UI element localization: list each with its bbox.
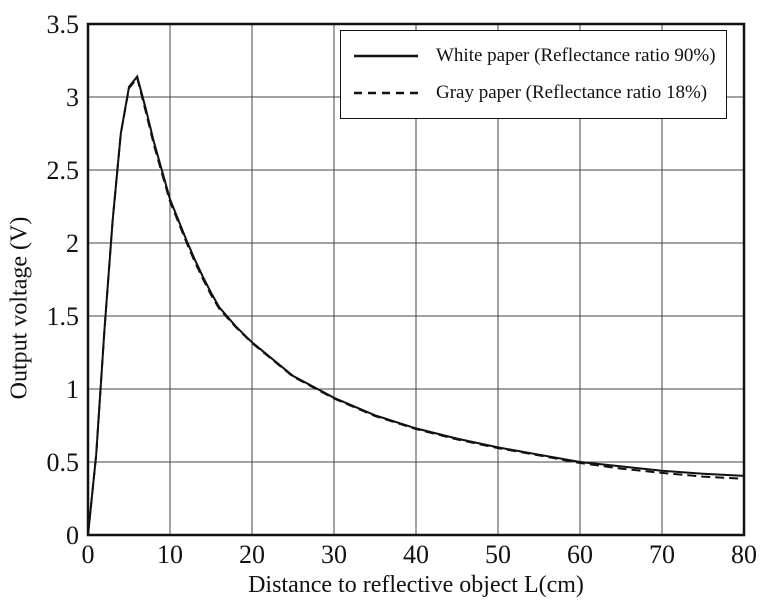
legend-solid-line-swatch [354, 55, 418, 58]
series-line-gray-paper [87, 75, 745, 536]
y-tick-label: 2.5 [47, 156, 80, 185]
x-tick-label: 10 [157, 540, 183, 569]
y-tick-label: 2 [66, 229, 79, 258]
x-tick-label: 40 [403, 540, 429, 569]
legend-item-white-paper: White paper (Reflectance ratio 90%) [353, 45, 722, 67]
y-tick-label: 0 [66, 521, 79, 550]
x-tick-label: 70 [649, 540, 675, 569]
legend-dashed-line-swatch [354, 91, 418, 94]
y-axis-title: Output voltage (V) [6, 216, 33, 400]
y-tick-label: 1.5 [47, 302, 80, 331]
x-tick-label: 60 [567, 540, 593, 569]
legend-item-gray-paper: Gray paper (Reflectance ratio 18%) [353, 82, 722, 104]
x-tick-label: 50 [485, 540, 511, 569]
y-tick-label: 3 [66, 83, 79, 112]
y-tick-label: 1 [66, 375, 79, 404]
legend: White paper (Reflectance ratio 90%) Gray… [340, 30, 727, 119]
x-tick-label: 80 [731, 540, 757, 569]
y-tick-label: 0.5 [47, 448, 80, 477]
y-tick-label: 3.5 [47, 10, 80, 39]
x-tick-label: 20 [239, 540, 265, 569]
x-axis-title: Distance to reflective object L(cm) [248, 572, 584, 598]
legend-label-white-paper: White paper (Reflectance ratio 90%) [436, 45, 716, 67]
plot-border [86, 22, 746, 537]
x-tick-label: 30 [321, 540, 347, 569]
legend-label-gray-paper: Gray paper (Reflectance ratio 18%) [436, 81, 708, 103]
x-tick-label: 0 [82, 540, 95, 569]
